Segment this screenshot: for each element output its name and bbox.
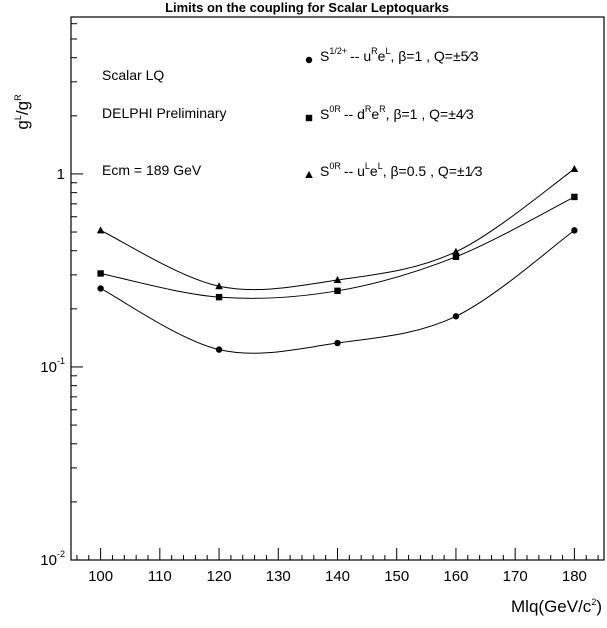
data-point-circle [571, 227, 578, 234]
data-point-square [334, 287, 341, 295]
data-point-square [97, 270, 104, 277]
annotations: Scalar LQ DELPHI Preliminary Ecm = 189 G… [102, 67, 226, 178]
data-point-square [215, 293, 223, 301]
x-tick-label: 130 [266, 568, 291, 585]
legend-marker-circle [305, 56, 313, 64]
x-tick-label: 100 [88, 568, 113, 585]
x-tick-label: 140 [325, 568, 350, 585]
series-layer [96, 165, 579, 354]
series-line-square [100, 196, 575, 299]
data-point-triangle [96, 226, 105, 234]
data-point-square [571, 193, 578, 201]
data-point-circle [215, 346, 223, 353]
legend-entry-square: S0R -- dReR, β=1 , Q=±4⁄3 [320, 104, 474, 122]
annotation-ecm: Ecm = 189 GeV [102, 162, 202, 178]
legend: S1/2+ -- uReL, β=1 , Q=±5⁄3 S0R -- dReR, β=… [305, 46, 483, 179]
x-tick-label: 120 [207, 568, 232, 585]
data-point-circle [97, 285, 104, 292]
annotation-scalar-lq: Scalar LQ [102, 67, 164, 83]
data-point-square [452, 253, 460, 261]
data-point-triangle [215, 282, 223, 290]
data-point-circle [452, 313, 460, 320]
y-tick-label: 1 [57, 166, 65, 183]
x-tick-label: 150 [384, 568, 409, 585]
x-axis-label: Mlq(GeV/c2) [511, 597, 602, 616]
x-axis: 100 110 120 130 140 150 160 170 180 [76, 548, 599, 585]
y-axis: 10-2 10-1 1 [40, 23, 83, 569]
x-tick-label: 160 [443, 568, 468, 585]
annotation-delphi-preliminary: DELPHI Preliminary [102, 105, 226, 121]
x-tick-label: 180 [562, 568, 587, 585]
legend-entry-triangle: S0R -- uLeL, β=0.5 , Q=±1⁄3 [320, 161, 483, 179]
x-tick-label: 170 [503, 568, 528, 585]
y-axis-label: gL/gR [13, 94, 32, 130]
y-tick-label: 10-2 [40, 549, 65, 569]
series-line-triangle [100, 168, 575, 291]
data-point-circle [334, 339, 341, 347]
y-tick-label: 10-1 [40, 356, 65, 376]
legend-entry-circle: S1/2+ -- uReL, β=1 , Q=±5⁄3 [320, 46, 479, 64]
chart-title: Limits on the coupling for Scalar Leptoq… [165, 0, 449, 15]
data-point-triangle [452, 247, 460, 255]
legend-marker-triangle [305, 171, 313, 178]
x-tick-label: 110 [148, 568, 172, 585]
data-point-triangle [333, 276, 342, 284]
data-point-triangle [570, 165, 579, 173]
legend-marker-square [305, 114, 313, 122]
